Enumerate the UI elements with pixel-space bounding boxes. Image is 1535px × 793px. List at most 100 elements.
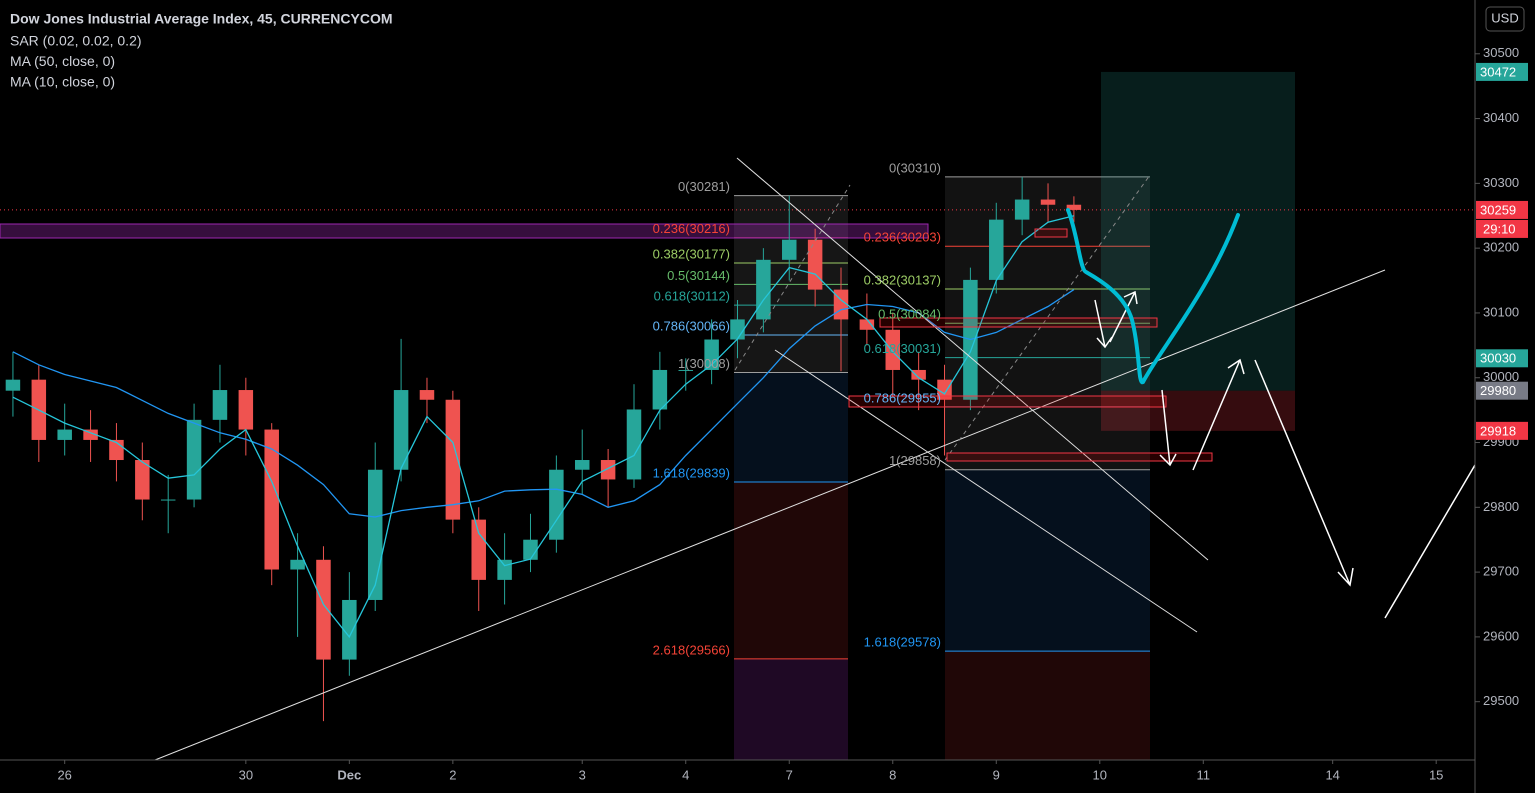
candle-body — [57, 429, 72, 440]
trend-line — [736, 157, 1209, 561]
arrow — [1159, 389, 1177, 467]
candle-body — [911, 369, 926, 380]
candle-body — [678, 369, 693, 371]
candle-body — [730, 319, 745, 340]
trend-line — [154, 269, 1386, 761]
fib-band — [945, 469, 1150, 652]
arrow — [1094, 299, 1113, 349]
plot — [5, 176, 1082, 722]
x-tick-label: 15 — [1429, 767, 1443, 782]
zone — [879, 317, 1158, 328]
x-tick-label: 10 — [1093, 767, 1107, 782]
axes: 2950029600297002980029900300003010030200… — [57, 45, 1528, 782]
zone — [946, 452, 1213, 462]
candle-body — [186, 419, 202, 500]
candle-body — [1040, 199, 1056, 205]
fib-label: 1(29858) — [889, 453, 941, 468]
trend-line — [774, 349, 1198, 633]
candle-body — [393, 390, 409, 470]
fib-label: 0.5(30084) — [878, 307, 941, 322]
price-tag — [1476, 349, 1528, 368]
arrow — [1109, 290, 1138, 343]
arrows — [1094, 290, 1476, 619]
price-tag — [1476, 381, 1528, 400]
position-target — [1101, 71, 1295, 391]
zone — [1034, 228, 1068, 238]
fib-label: 0.236(30203) — [864, 230, 941, 245]
fib-band — [734, 658, 848, 760]
candle-body — [574, 460, 590, 470]
y-tick-label: 30500 — [1483, 45, 1519, 60]
time-axis-bg — [0, 760, 1475, 793]
candle-body — [704, 339, 719, 370]
countdown: 29:10 — [1483, 221, 1516, 236]
x-tick-label: Dec — [337, 767, 361, 782]
chart-title: Dow Jones Industrial Average Index, 45, … — [10, 11, 393, 27]
candle-body — [238, 390, 254, 430]
fib-label: 0(30281) — [678, 179, 730, 194]
price-tag-label: 29980 — [1480, 383, 1516, 398]
x-tick-label: 3 — [579, 767, 586, 782]
x-tick-label: 7 — [786, 767, 793, 782]
y-tick-label: 29700 — [1483, 564, 1519, 579]
position-stop — [1101, 390, 1295, 431]
fib-label: 0.236(30216) — [653, 221, 730, 236]
x-tick-label: 4 — [682, 767, 689, 782]
x-tick-label: 9 — [993, 767, 1000, 782]
candle-body — [523, 539, 538, 560]
candle-body — [626, 409, 642, 480]
fib-band — [945, 651, 1150, 760]
projection-sketch — [1066, 208, 1240, 385]
currency-button[interactable] — [1485, 6, 1525, 32]
x-tick-label: 8 — [889, 767, 896, 782]
fib-trend — [944, 174, 1151, 461]
drawings-over: 0(30281) 0.236(30216) 0.382(30177) 0.5(3014… — [154, 157, 1476, 761]
fib-label: 0.382(30177) — [653, 246, 730, 261]
candle-body — [419, 390, 435, 400]
x-tick-label: 30 — [239, 767, 253, 782]
y-tick-label: 30200 — [1483, 240, 1519, 255]
moving-average — [12, 289, 1075, 518]
candle-body — [212, 390, 228, 420]
moving-average — [12, 215, 1075, 639]
arrow — [1384, 464, 1476, 619]
candle-body — [445, 399, 461, 520]
fib-label: 0.786(30066) — [653, 318, 730, 333]
y-tick-label: 29500 — [1483, 693, 1519, 708]
legend-entry: MA (50, close, 0) — [10, 53, 115, 69]
fib-label: 0.786(29955) — [864, 390, 941, 405]
candle-body — [885, 329, 901, 370]
arrow — [1254, 359, 1354, 587]
candle-body — [497, 559, 512, 580]
x-tick-label: 11 — [1197, 767, 1211, 782]
candle-body — [937, 379, 952, 400]
candle-body — [316, 559, 331, 660]
y-tick-label: 30000 — [1483, 369, 1519, 384]
drawings-under — [0, 71, 1475, 760]
fib-label: 2.618(29566) — [653, 642, 730, 657]
candle-body — [807, 239, 823, 290]
candle-body — [652, 369, 668, 410]
fib-label: 0(30310) — [889, 160, 941, 175]
candle-body — [342, 599, 357, 660]
fib-band — [734, 372, 848, 483]
candle-body — [549, 469, 564, 540]
legend-entry: SAR (0.02, 0.02, 0.2) — [10, 33, 142, 49]
price-tag — [1476, 421, 1528, 440]
x-tick-label: 26 — [57, 767, 71, 782]
currency[interactable]: USD — [1491, 10, 1518, 25]
fib-label: 1.618(29839) — [653, 465, 730, 480]
price-tag-label: 30472 — [1480, 64, 1516, 79]
candle-body — [1014, 199, 1030, 220]
candle-body — [135, 460, 150, 500]
price-tag — [1476, 62, 1528, 81]
candle-body — [859, 319, 875, 330]
candle-body — [367, 469, 383, 600]
price-tag-label: 30259 — [1480, 202, 1516, 217]
fib-label: 0.618(30112) — [654, 289, 730, 304]
candle-body — [264, 429, 279, 570]
y-tick-label: 29800 — [1483, 499, 1519, 514]
fib-label: 0.382(30137) — [864, 272, 941, 287]
